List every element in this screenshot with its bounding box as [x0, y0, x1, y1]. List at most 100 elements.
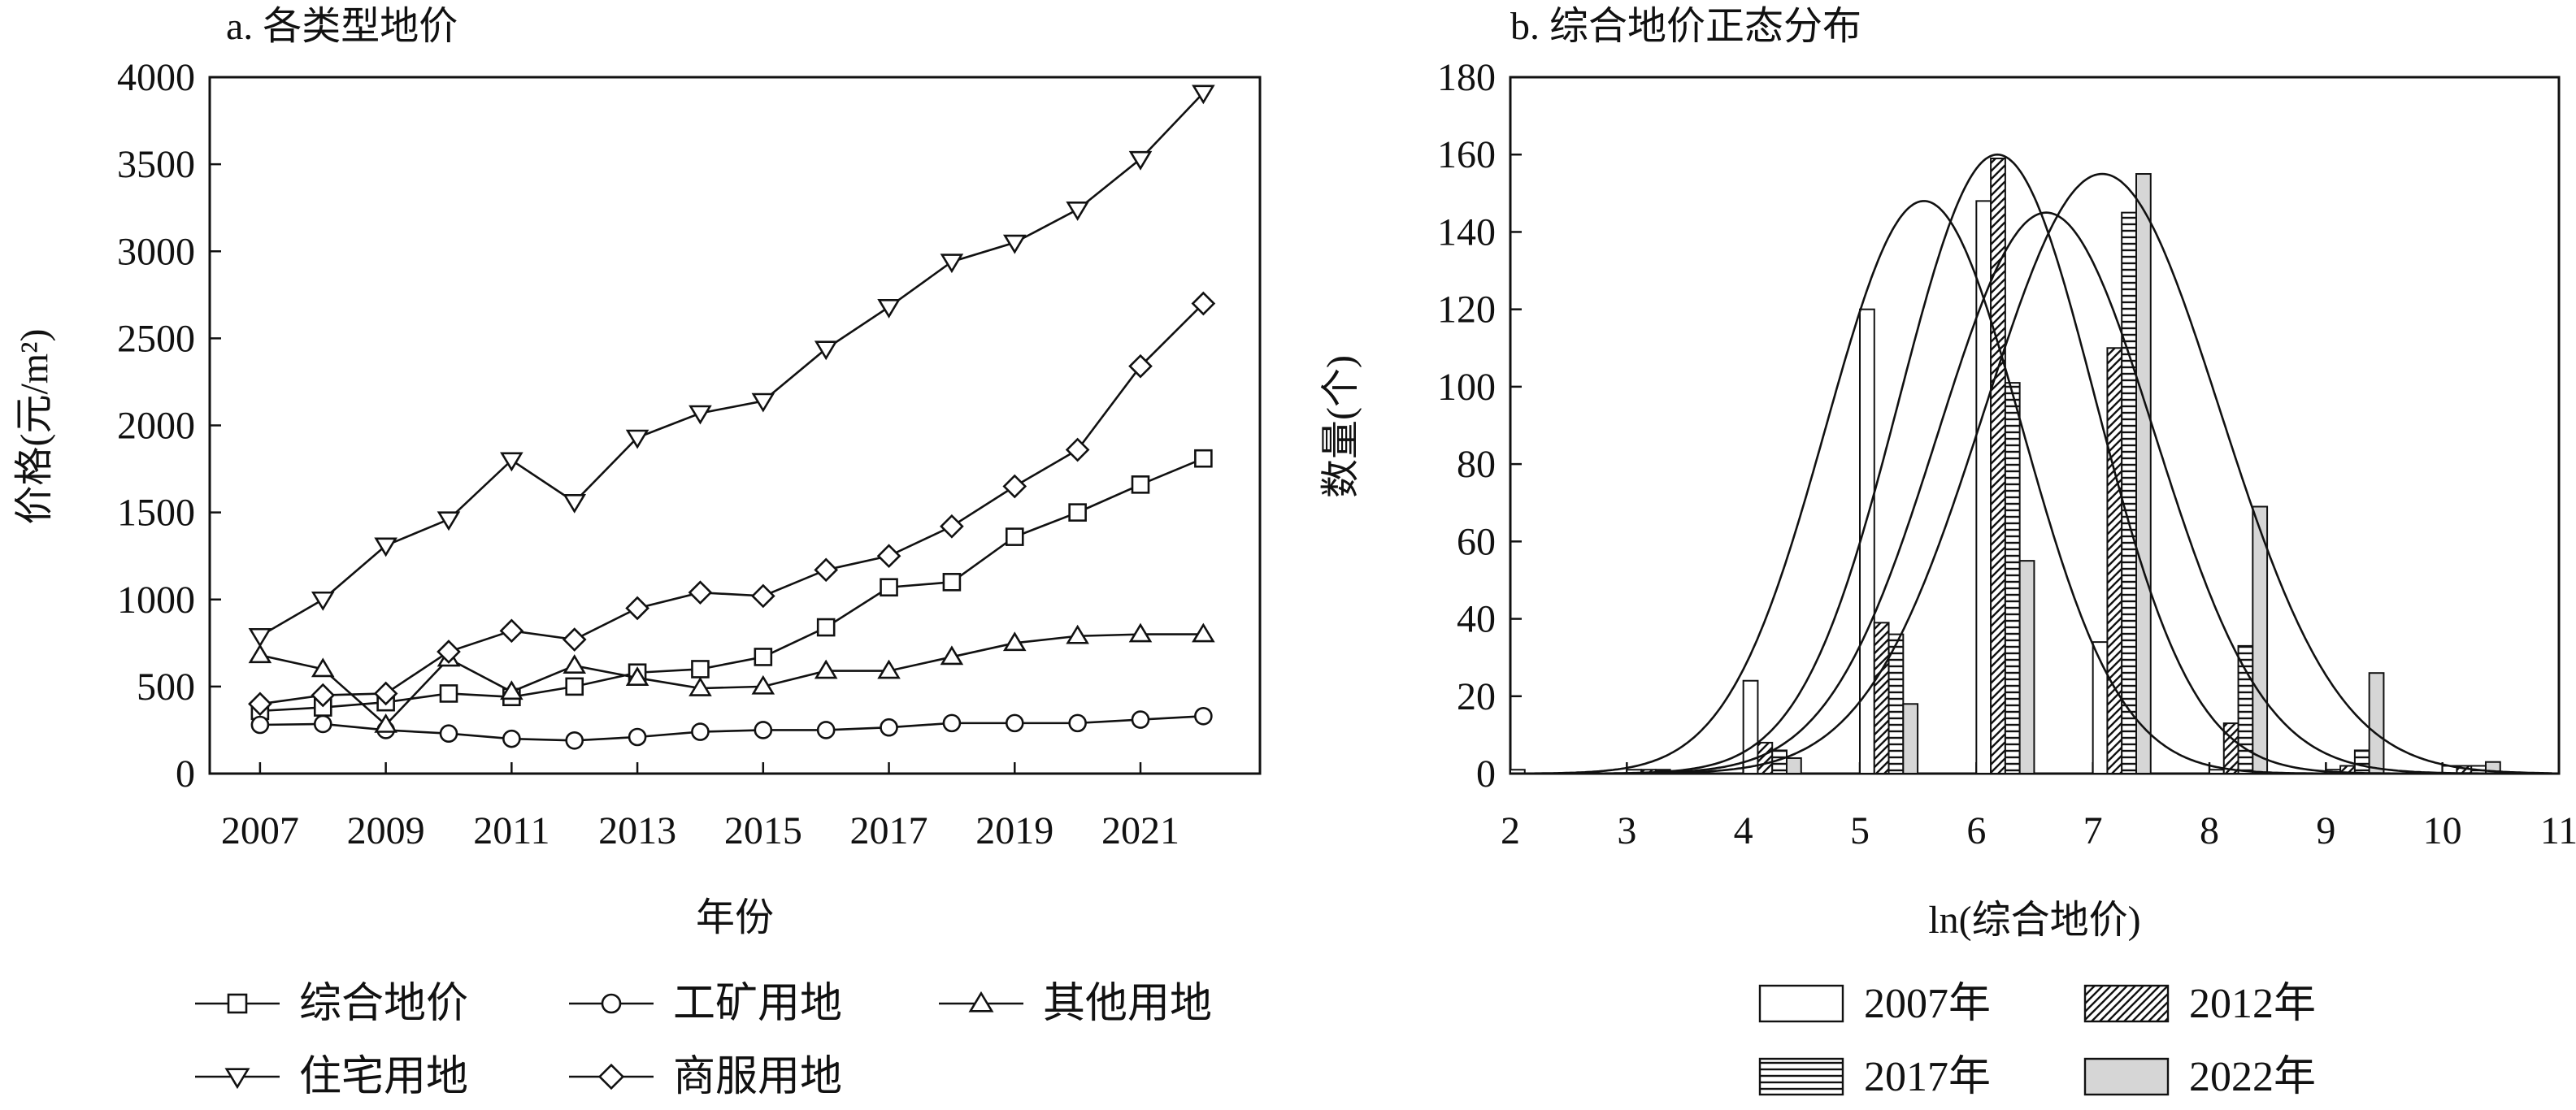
data-point	[940, 514, 964, 539]
x-tick-label: 2017	[850, 809, 928, 852]
data-point	[940, 254, 964, 274]
data-point	[374, 537, 397, 557]
legend-marker	[224, 1068, 250, 1090]
data-point	[880, 578, 898, 597]
panel-a-plot-frame	[208, 76, 1262, 775]
panel-b-normal-curves	[1510, 153, 2552, 775]
normal-curve-2	[1510, 153, 2552, 775]
histogram-bar	[1859, 308, 1875, 774]
panel-b-x-axis: 2 3 4 5 6 7 8 9 10 11	[1501, 762, 2576, 852]
legend-item: 2022年	[2083, 1054, 2316, 1100]
data-point	[1131, 475, 1150, 494]
panel-a-y-axis-label: 价格(元/m²)	[13, 328, 56, 524]
data-point	[563, 654, 587, 674]
legend-marker	[227, 993, 248, 1014]
y-tick-label: 4000	[117, 56, 195, 99]
data-point	[1066, 624, 1089, 644]
data-point	[248, 627, 272, 648]
y-tick-label: 2000	[117, 405, 195, 448]
histogram-bar	[2018, 560, 2035, 775]
histogram-bar	[1990, 157, 2006, 774]
legend-label: 2017年	[1864, 1054, 1991, 1100]
data-point	[1128, 150, 1153, 171]
data-point	[250, 715, 270, 735]
legend-label: 2012年	[2189, 981, 2316, 1027]
data-point	[754, 721, 773, 739]
x-tick-label: 2021	[1101, 809, 1179, 852]
legend-label: 2022年	[2189, 1054, 2316, 1100]
data-point	[1191, 291, 1216, 316]
x-tick-label: 2015	[724, 809, 802, 852]
data-point	[754, 648, 773, 666]
data-point	[1192, 622, 1215, 643]
data-point	[816, 618, 836, 637]
panel-a-series	[248, 85, 1216, 750]
data-point	[751, 392, 775, 413]
panel-a-y-axis: 0 500 1000 1500 2000 2500 3000 3500 4000	[117, 56, 221, 796]
histogram-bar	[2106, 347, 2123, 774]
data-point	[625, 596, 649, 621]
data-point	[500, 680, 523, 700]
series-1	[250, 449, 1213, 721]
histogram-bar	[1785, 757, 1802, 775]
panel-b-y-axis-label: 数量(个)	[1319, 355, 1362, 498]
x-tick-label: 3	[1617, 809, 1636, 852]
legend-marker	[968, 991, 994, 1012]
data-point	[1002, 631, 1027, 652]
series-line	[259, 302, 1205, 705]
x-tick-label: 2019	[975, 809, 1053, 852]
x-tick-label: 7	[2083, 809, 2103, 852]
legend-label: 工矿用地	[673, 981, 842, 1027]
x-tick-label: 9	[2316, 809, 2335, 852]
data-point	[248, 692, 272, 717]
data-point	[750, 583, 775, 609]
panel-b-x-axis-label: ln(综合地价)	[1928, 899, 2140, 942]
data-point	[691, 660, 710, 679]
data-point	[1005, 527, 1024, 546]
y-tick-label: 500	[137, 666, 195, 709]
data-point	[816, 721, 836, 739]
data-point	[562, 627, 587, 652]
y-tick-label: 80	[1457, 443, 1496, 486]
data-point	[942, 573, 962, 592]
x-tick-label: 6	[1966, 809, 1986, 852]
histogram-bar	[2004, 382, 2021, 774]
data-point	[437, 511, 461, 531]
legend-swatch	[2083, 1057, 2170, 1096]
legend-marker	[601, 993, 622, 1014]
panel-a-x-axis-label: 年份	[696, 896, 774, 939]
y-tick-label: 180	[1437, 56, 1496, 99]
x-tick-label: 8	[2200, 809, 2219, 852]
x-tick-label: 4	[1734, 809, 1753, 852]
x-tick-label: 2009	[347, 809, 425, 852]
histogram-bar	[2368, 672, 2385, 775]
data-point	[1068, 713, 1087, 733]
x-tick-label: 2013	[598, 809, 676, 852]
panel-a-line-chart: a. 各类型地价 0 500 1000 1500 2000 2500 3000 3500 400…	[13, 5, 1262, 1100]
data-point	[877, 659, 901, 679]
histogram-bar	[2222, 722, 2239, 774]
normal-curve-4	[1510, 172, 2552, 775]
series-line	[259, 92, 1205, 637]
histogram-bar	[1757, 741, 1774, 775]
series-2	[250, 706, 1213, 750]
data-point	[688, 580, 713, 605]
data-point	[1194, 706, 1213, 726]
data-point	[1068, 503, 1087, 522]
legend-item: 2007年	[1758, 981, 1991, 1027]
panel-b-legend: 2007年 2012年 2017年 2022年	[1758, 981, 2316, 1100]
data-point	[876, 544, 901, 569]
data-point	[1066, 202, 1089, 221]
data-point	[814, 659, 838, 679]
x-tick-label: 5	[1850, 809, 1870, 852]
legend-swatch	[1758, 1057, 1844, 1096]
legend-marker	[597, 1063, 625, 1090]
data-point	[751, 674, 775, 695]
y-tick-label: 40	[1457, 598, 1496, 641]
histogram-bar	[2252, 505, 2269, 774]
legend-item: 综合地价	[195, 981, 468, 1027]
y-tick-label: 2500	[117, 317, 195, 360]
legend-label: 综合地价	[299, 981, 468, 1027]
data-point	[311, 657, 335, 678]
